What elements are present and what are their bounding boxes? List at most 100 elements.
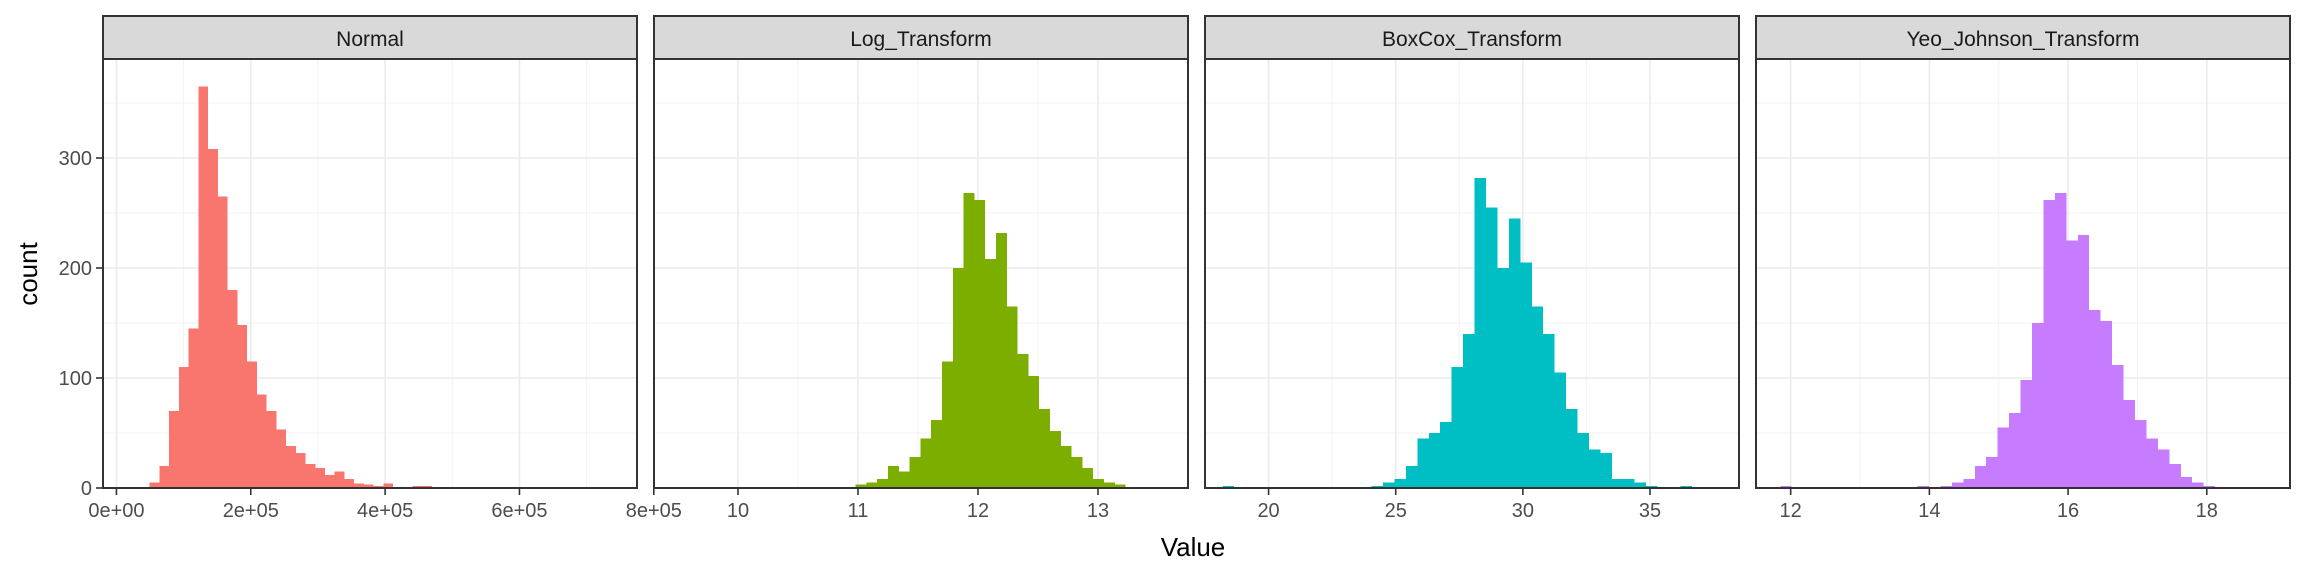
bar-yeo-johnson-transform-27 [2089, 309, 2101, 488]
bar-boxcox-transform-22 [1474, 177, 1486, 489]
bar-boxcox-transform-20 [1451, 367, 1464, 488]
bar-log-transform-35 [1050, 430, 1061, 488]
bar-log-transform-31 [1006, 306, 1018, 488]
bar-normal-15 [286, 446, 296, 488]
bar-boxcox-transform-27 [1531, 306, 1544, 488]
bar-yeo-johnson-transform-16 [1963, 479, 1975, 488]
bar-normal-7 [208, 149, 218, 488]
facet-label-log-transform: Log_Transform [850, 28, 992, 51]
bar-yeo-johnson-transform-37 [2203, 485, 2216, 488]
facet-label-boxcox-transform: BoxCox_Transform [1382, 28, 1562, 51]
facet-label-normal: Normal [336, 28, 404, 51]
x-tick-label-normal: 2e+05 [223, 500, 279, 522]
bar-normal-17 [305, 463, 316, 488]
x-tick-label-yeo-johnson-transform: 14 [1918, 500, 1940, 522]
bar-boxcox-transform-18 [1428, 433, 1441, 488]
bar-boxcox-transform-26 [1520, 262, 1532, 488]
x-tick-label-normal: 8e+05 [626, 500, 682, 522]
bar-boxcox-transform-29 [1554, 372, 1567, 488]
bar-boxcox-transform-35 [1623, 479, 1635, 488]
bar-normal-8 [217, 196, 228, 488]
bar-normal-2 [159, 466, 170, 488]
bar-log-transform-20 [888, 466, 899, 488]
bar-yeo-johnson-transform-31 [2135, 419, 2147, 488]
bar-yeo-johnson-transform-18 [1986, 457, 1998, 488]
bar-normal-25 [383, 483, 394, 488]
x-tick-label-boxcox-transform: 25 [1385, 500, 1407, 522]
bar-yeo-johnson-transform-20 [2009, 413, 2021, 488]
x-tick-label-normal: 0e+00 [88, 500, 144, 522]
x-tick-label-yeo-johnson-transform: 18 [2196, 500, 2218, 522]
bar-yeo-johnson-transform-15 [1951, 482, 1964, 488]
facet-label-yeo-johnson-transform: Yeo_Johnson_Transform [1906, 28, 2139, 51]
x-tick-label-log-transform: 13 [1087, 500, 1109, 522]
bar-boxcox-transform-25 [1508, 218, 1521, 488]
bar-yeo-johnson-transform-25 [2066, 240, 2078, 488]
bar-yeo-johnson-transform-28 [2100, 320, 2113, 488]
bar-normal-5 [188, 328, 199, 488]
panel-bg-log-transform [654, 59, 1188, 488]
facet-strip-normal [102, 15, 638, 60]
bar-normal-10 [237, 325, 248, 488]
x-axis-title: Value [1161, 532, 1226, 562]
x-tick-label-normal: 6e+05 [491, 500, 547, 522]
bar-log-transform-37 [1071, 457, 1083, 488]
x-tick-label-yeo-johnson-transform: 16 [2057, 500, 2079, 522]
bar-boxcox-transform-36 [1634, 482, 1647, 488]
bar-normal-12 [256, 394, 267, 488]
bar-normal-20 [334, 471, 345, 488]
x-tick-label-log-transform: 11 [848, 500, 869, 522]
bar-log-transform-38 [1082, 468, 1094, 488]
bar-log-transform-27 [963, 193, 975, 488]
bar-log-transform-30 [996, 232, 1007, 488]
bar-normal-6 [198, 86, 209, 488]
axis-layer: 0e+00 2e+05 4e+05 6e+05 8e+05 0 100 200 300 10 11 1… [59, 148, 2218, 522]
bar-normal-13 [266, 411, 277, 488]
bar-boxcox-transform-37 [1646, 485, 1658, 488]
bar-log-transform-24 [931, 419, 942, 488]
bar-normal-16 [295, 452, 306, 488]
facet-strip-boxcox-transform [1204, 15, 1740, 60]
bar-boxcox-transform-17 [1417, 438, 1429, 488]
y-tick-label: 100 [59, 368, 92, 390]
bar-yeo-johnson-transform-23 [2043, 199, 2055, 489]
bar-log-transform-32 [1017, 353, 1029, 488]
bar-normal-14 [276, 429, 287, 488]
bar-log-transform-36 [1060, 446, 1072, 488]
bar-boxcox-transform-19 [1440, 422, 1452, 488]
bar-boxcox-transform-13 [1371, 485, 1383, 488]
y-axis-title: count [13, 241, 43, 305]
bar-yeo-johnson-transform-29 [2112, 364, 2124, 488]
bar-yeo-johnson-transform-22 [2032, 323, 2044, 488]
bar-yeo-johnson-transform-33 [2157, 449, 2170, 488]
bar-boxcox-transform-16 [1405, 466, 1418, 488]
y-tick-label: 200 [59, 258, 92, 280]
x-tick-label-boxcox-transform: 35 [1639, 500, 1661, 522]
bar-log-transform-26 [952, 268, 964, 488]
bar-boxcox-transform-31 [1577, 433, 1589, 488]
bar-boxcox-transform-30 [1566, 408, 1578, 488]
bar-boxcox-transform-40 [1680, 485, 1692, 488]
x-tick-label-boxcox-transform: 20 [1257, 500, 1279, 522]
bar-log-transform-23 [920, 438, 932, 488]
frame-layer: Normal Log_Transform BoxCox_Transform Yeo_J… [102, 15, 2291, 489]
bar-yeo-johnson-transform-35 [2180, 477, 2193, 488]
bar-yeo-johnson-transform-12 [1917, 485, 1930, 488]
bar-boxcox-transform-15 [1394, 479, 1406, 488]
y-tick-label: 0 [81, 478, 92, 500]
bar-normal-18 [315, 468, 325, 488]
bar-log-transform-39 [1093, 479, 1104, 488]
x-tick-label-yeo-johnson-transform: 12 [1780, 500, 1802, 522]
x-tick-label-normal: 4e+05 [357, 500, 413, 522]
bar-yeo-johnson-transform-34 [2169, 463, 2181, 488]
bar-yeo-johnson-transform-26 [2077, 235, 2090, 488]
bar-normal-23 [363, 484, 374, 488]
bar-yeo-johnson-transform-30 [2123, 400, 2136, 488]
x-tick-label-log-transform: 10 [727, 500, 749, 522]
bar-log-transform-19 [877, 479, 888, 488]
bar-yeo-johnson-transform-14 [1940, 485, 1952, 488]
bar-normal-1 [149, 482, 160, 488]
bar-log-transform-33 [1028, 375, 1040, 488]
bar-yeo-johnson-transform-32 [2146, 438, 2158, 488]
